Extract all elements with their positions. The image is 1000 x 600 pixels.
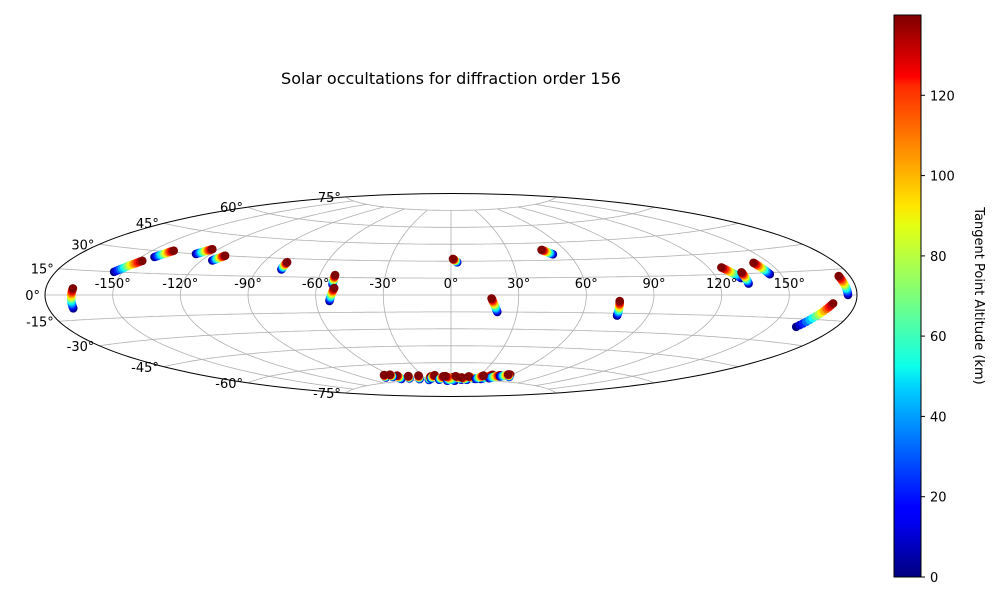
longitude-tick-label: -60°: [302, 277, 330, 292]
colorbar-ticks: 0 20 40 60 80 100 120: [921, 89, 955, 586]
occultation-point: [537, 245, 546, 255]
occultation-point: [282, 257, 292, 267]
occultation-track: [834, 271, 853, 300]
occultation-point: [737, 268, 746, 277]
map-frame: [44, 192, 858, 398]
occultation-track: [66, 284, 78, 313]
occultation-track: [612, 296, 624, 320]
occultation-point: [441, 371, 450, 381]
occultation-track: [749, 258, 775, 279]
occultation-point: [138, 256, 147, 266]
occultation-point: [479, 371, 488, 380]
occultation-point: [208, 244, 217, 254]
occultation-track: [503, 370, 514, 382]
occultation-track: [328, 270, 340, 289]
parallel-line: [99, 328, 803, 347]
occultation-track: [487, 294, 502, 317]
colorbar-tick-label: 60: [930, 330, 947, 345]
occultation-track: [208, 251, 230, 265]
longitude-tick-label: 30°: [507, 277, 530, 292]
occultation-point: [220, 251, 230, 260]
occultation-point: [448, 254, 458, 264]
occultation-point: [329, 283, 339, 293]
occultation-point: [404, 371, 413, 381]
occultation-track: [537, 245, 558, 259]
occultation-track: [791, 299, 838, 332]
latitude-tick-label: 0°: [25, 289, 40, 304]
occultation-point: [615, 296, 624, 306]
latitude-tick-label: 15°: [31, 263, 54, 278]
occultation-track: [737, 268, 753, 288]
occultation-points: [66, 244, 853, 386]
occultation-point: [385, 370, 395, 380]
latitude-tick-label: 75°: [318, 191, 341, 206]
colorbar-tick-label: 100: [930, 170, 955, 185]
longitude-tick-label: 0°: [444, 277, 459, 292]
occultation-point: [503, 370, 513, 379]
latitude-tick-label: -15°: [26, 315, 54, 330]
longitude-tick-label: -90°: [234, 277, 262, 292]
parallel-line: [247, 362, 655, 384]
longitude-tick-label: 120°: [706, 277, 737, 292]
occultation-point: [169, 246, 178, 255]
chart-title: Solar occultations for diffraction order…: [281, 69, 621, 88]
occultation-point: [464, 372, 473, 381]
latitude-tick-label: 30°: [71, 238, 94, 253]
occultation-track: [404, 371, 414, 383]
parallel-line: [58, 311, 844, 322]
latitude-tick-label: 60°: [220, 201, 243, 216]
latitude-tick-labels: -75° -60° -45° -30° -15° 0° 15° 30° 45° 60° 75°: [25, 191, 341, 402]
occultation-point: [457, 373, 466, 382]
longitude-tick-label: -150°: [95, 277, 131, 292]
longitude-tick-labels: -150° -120° -90° -60° -30° 0° 30° 60° 90° 120° 150…: [95, 277, 805, 292]
colorbar-tick-label: 20: [930, 491, 947, 506]
colorbar-tick-label: 120: [930, 89, 955, 104]
colorbar: 0 20 40 60 80 100 120 Tangent Point Altitude (…: [893, 14, 986, 586]
latitude-tick-label: -45°: [131, 361, 159, 376]
longitude-tick-label: 90°: [642, 277, 665, 292]
occultation-track: [325, 283, 339, 306]
colorbar-label: Tangent Point Altitude (km): [971, 206, 986, 384]
latitude-tick-label: -30°: [67, 340, 95, 355]
occultation-track: [471, 371, 488, 384]
colorbar-tick-label: 0: [930, 571, 938, 586]
occultation-point: [749, 258, 758, 268]
occultation-track: [150, 246, 178, 262]
occultation-track: [277, 257, 292, 274]
occultation-point: [828, 299, 838, 308]
parallel-line: [58, 268, 844, 279]
latitude-tick-label: -60°: [215, 377, 243, 392]
parallel-line: [345, 196, 557, 211]
occultation-point: [414, 371, 423, 380]
colorbar-tick-label: 40: [930, 410, 947, 425]
longitude-tick-label: 60°: [575, 277, 598, 292]
longitude-tick-label: -120°: [162, 277, 198, 292]
occultation-track: [385, 370, 398, 382]
parallel-line: [163, 345, 739, 368]
colorbar-tick-label: 80: [930, 250, 947, 265]
occultation-point: [330, 270, 340, 280]
map-grid: [45, 196, 857, 394]
parallel-line: [163, 222, 739, 245]
longitude-tick-label: 150°: [774, 277, 805, 292]
occultation-track: [191, 244, 217, 259]
longitude-tick-label: -30°: [369, 277, 397, 292]
latitude-tick-label: 45°: [136, 217, 159, 232]
occultation-track: [109, 256, 147, 277]
occultation-track: [414, 371, 424, 384]
occultation-point: [487, 294, 496, 303]
occultation-point: [68, 284, 78, 293]
occultation-point: [717, 263, 726, 272]
parallel-line: [247, 206, 655, 228]
colorbar-gradient: [893, 14, 922, 578]
occultation-track: [448, 254, 462, 267]
latitude-tick-label: -75°: [313, 387, 341, 402]
occultation-point: [834, 271, 843, 281]
